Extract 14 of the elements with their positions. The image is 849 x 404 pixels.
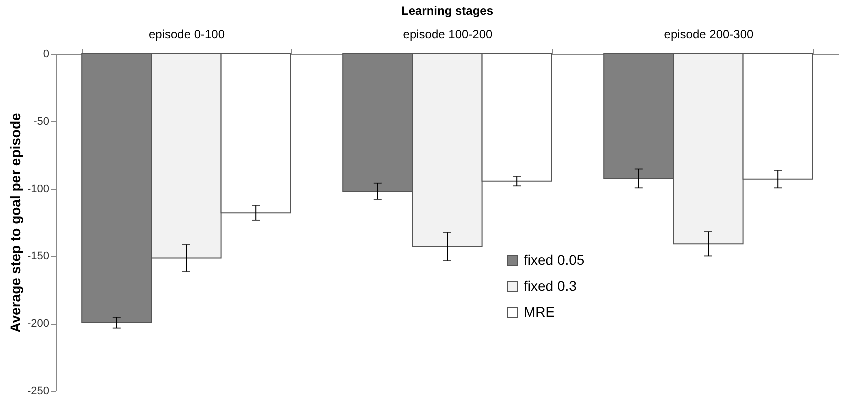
x-tick-label: episode 100-200 [403, 28, 494, 42]
y-tick-label: 0 [43, 48, 50, 60]
chart-title: Learning stages [401, 4, 494, 18]
y-tick-label: -250 [27, 386, 50, 398]
y-tick-label: -150 [27, 250, 50, 263]
legend-label: fixed 0.3 [524, 278, 578, 294]
y-axis-title: Average step to goal per episode [7, 112, 24, 333]
y-tick-label: -100 [27, 183, 50, 196]
x-tick-label: episode 200-300 [664, 28, 754, 42]
legend-label: MRE [524, 304, 556, 320]
y-tick-label: -200 [27, 318, 50, 330]
y-tick-label: -50 [34, 116, 50, 128]
x-tick-label: episode 0-100 [148, 28, 226, 42]
legend-label: fixed 0.05 [524, 252, 585, 268]
